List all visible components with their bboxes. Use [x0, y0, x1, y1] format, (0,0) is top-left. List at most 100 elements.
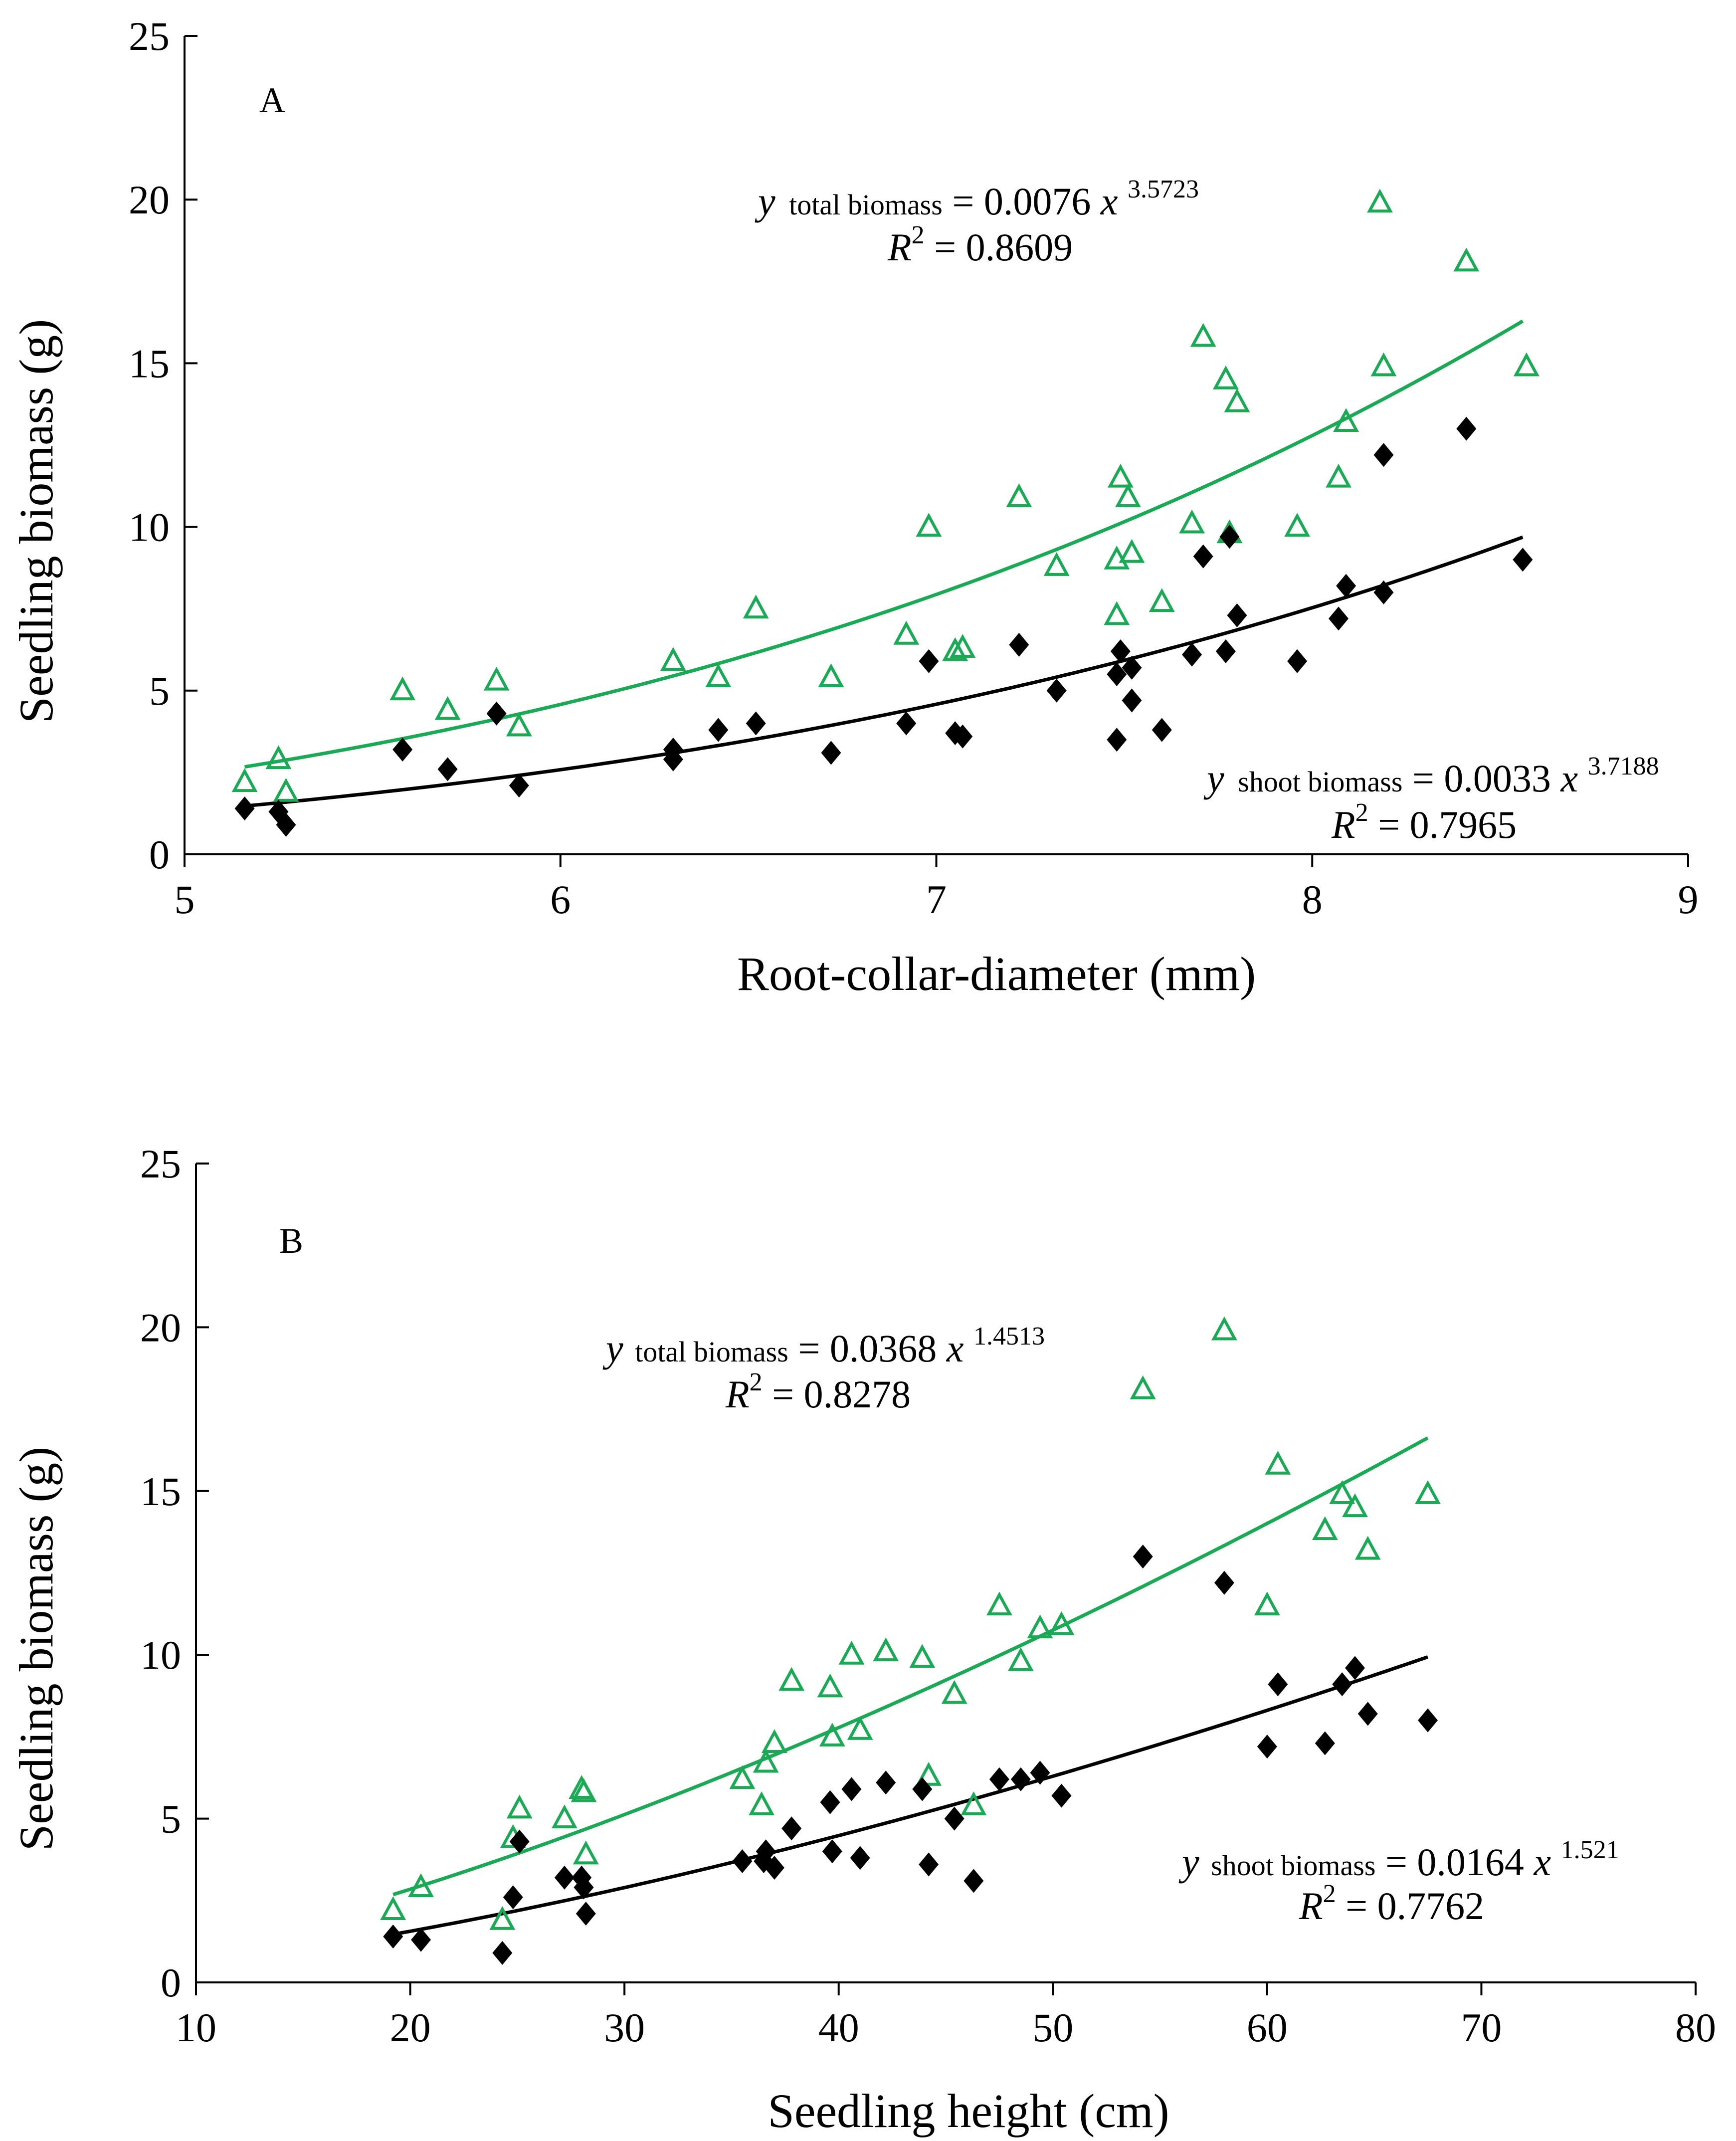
panel-b-y-tick-label: 25 — [140, 1141, 181, 1186]
panel-b-point-total-biomass — [916, 1761, 942, 1786]
panel-a-y-tick-label: 15 — [129, 341, 170, 386]
panel-b-point-total-biomass — [551, 1804, 578, 1829]
shoot-eq-exponent: 1.521 — [1561, 1836, 1619, 1864]
panel-a-point-shoot-biomass — [1107, 662, 1127, 686]
panel-b-point-total-biomass — [778, 1667, 805, 1691]
panel-b-point-shoot-biomass — [732, 1849, 753, 1873]
panel-a-point-total-biomass — [916, 513, 942, 537]
panel-b-y-tick-label: 10 — [140, 1632, 181, 1678]
panel-a-point-shoot-biomass — [1219, 525, 1240, 549]
panel-a-point-total-biomass — [434, 696, 461, 720]
panel-b-point-total-biomass — [380, 1896, 406, 1921]
panel-b-point-total-biomass — [1342, 1493, 1368, 1518]
panel-b-total-r2: R2 = 0.8278 — [725, 1368, 911, 1416]
panel-b-x-tick-label: 60 — [1247, 2005, 1288, 2050]
panel-b-point-shoot-biomass — [1257, 1735, 1277, 1759]
shoot-eq-y: y — [1178, 1840, 1199, 1884]
panel-b-point-shoot-biomass — [919, 1852, 939, 1877]
panel-a-point-total-biomass — [1115, 483, 1141, 508]
panel-a-point-shoot-biomass — [1227, 603, 1247, 627]
panel-a-point-total-biomass — [1224, 388, 1250, 412]
shoot-eq-subscript: shoot biomass — [1238, 766, 1402, 798]
panel-b-x-tick-label: 30 — [604, 2005, 645, 2050]
total-r2-label: R — [887, 225, 912, 269]
panel-b-plot-area: 0 5 10 15 20 25 10 20 30 40 50 60 70 80 — [140, 1141, 1716, 2050]
panel-a-point-total-biomass — [1370, 352, 1397, 377]
panel-b-point-total-biomass — [1329, 1480, 1355, 1504]
panel-a-point-shoot-biomass — [392, 737, 413, 762]
panel-b-point-total-biomass — [961, 1791, 987, 1815]
panel-a-x-tick-label: 9 — [1678, 877, 1699, 922]
panel-a-point-total-biomass — [1179, 509, 1205, 534]
panel-a-point-total-biomass — [1107, 463, 1134, 488]
panel-a-point-total-biomass — [1190, 323, 1216, 347]
panel-a-point-total-biomass — [389, 676, 416, 701]
panel-a-point-total-biomass — [1212, 365, 1239, 389]
panel-b-y-tick-label: 20 — [140, 1305, 181, 1350]
panel-a-point-total-biomass — [1513, 352, 1540, 377]
panel-a-shoot-r2: R2 = 0.7965 — [1331, 798, 1517, 846]
panel-b-point-total-biomass — [1415, 1480, 1441, 1504]
total-eq-coefficient: = 0.0368 — [798, 1327, 937, 1370]
panel-b-point-total-biomass — [573, 1840, 599, 1865]
shoot-r2-value: = 0.7762 — [1336, 1884, 1485, 1928]
panel-b-x-tick-label: 20 — [390, 2005, 431, 2050]
panel-a-shoot-equation: y shoot biomass = 0.0033 x 3.7188 — [1203, 752, 1659, 800]
panel-a-point-shoot-biomass — [708, 718, 729, 742]
panel-b-point-shoot-biomass — [1214, 1570, 1234, 1595]
shoot-eq-coefficient: = 0.0164 — [1385, 1840, 1524, 1884]
panel-a-point-shoot-biomass — [1182, 642, 1202, 667]
panel-b-point-shoot-biomass — [1133, 1545, 1153, 1569]
panel-b-point-total-biomass — [909, 1644, 936, 1668]
panel-b-point-total-biomass — [1130, 1375, 1156, 1399]
panel-a-y-axis-title: Seedling biomass (g) — [9, 319, 63, 724]
panel-a-x-tick-label: 6 — [550, 877, 571, 922]
total-r2-label: R — [725, 1372, 750, 1416]
panel-b-point-shoot-biomass — [1268, 1672, 1288, 1697]
panel-b-point-total-biomass — [1027, 1614, 1053, 1639]
panel-b-point-shoot-biomass — [989, 1767, 1009, 1791]
panel-b-point-total-biomass — [847, 1716, 873, 1740]
panel-b-x-tick-label: 70 — [1461, 2005, 1502, 2050]
total-eq-y: y — [755, 180, 775, 223]
panel-b-point-total-biomass — [1048, 1611, 1075, 1635]
panel-a-point-shoot-biomass — [1107, 728, 1127, 752]
panel-b-point-total-biomass — [838, 1640, 865, 1665]
total-eq-coefficient: = 0.0076 — [952, 180, 1091, 223]
panel-a-point-total-biomass — [1366, 189, 1393, 213]
panel-b-point-total-biomass — [489, 1906, 516, 1930]
total-r2-value: = 0.8609 — [925, 225, 1073, 269]
panel-a-point-shoot-biomass — [486, 701, 507, 726]
panel-b-point-shoot-biomass — [876, 1770, 896, 1795]
panel-b-point-shoot-biomass — [1030, 1760, 1050, 1785]
panel-b-x-tick-label: 10 — [176, 2005, 216, 2050]
panel-a-x-axis-title: Root-collar-diameter (mm) — [737, 947, 1256, 1000]
panel-a-point-total-biomass — [1104, 601, 1130, 625]
shoot-eq-x: x — [1560, 757, 1578, 800]
panel-a-point-total-biomass — [743, 594, 769, 619]
shoot-r2-value: = 0.7965 — [1368, 803, 1517, 846]
panel-b-point-total-biomass — [506, 1794, 533, 1819]
panel-b-x-axis-title: Seedling height (cm) — [768, 2084, 1169, 2138]
panel-b-point-shoot-biomass — [574, 1875, 594, 1900]
panel-a-point-total-biomass — [231, 768, 258, 792]
panel-a-point-shoot-biomass — [919, 649, 939, 673]
panel-b-point-shoot-biomass — [1315, 1731, 1335, 1755]
panel-a-point-total-biomass — [1284, 513, 1311, 537]
panel-a-point-shoot-biomass — [1122, 688, 1142, 713]
panel-a-point-total-biomass — [705, 663, 732, 688]
panel-a-fit-total-biomass — [244, 319, 1524, 769]
panel-a-point-shoot-biomass — [437, 757, 458, 781]
panel-a-point-total-biomass — [506, 712, 532, 737]
total-eq-y: y — [602, 1327, 623, 1370]
panel-b-point-shoot-biomass — [764, 1856, 784, 1880]
panel-b-point-total-biomass — [761, 1729, 787, 1753]
panel-b-total-equation: y total biomass = 0.0368 x 1.4513 — [602, 1322, 1045, 1370]
panel-a-point-shoot-biomass — [1513, 548, 1533, 572]
shoot-eq-y: y — [1203, 757, 1224, 800]
panel-a-total-equation: y total biomass = 0.0076 x 3.5723 — [755, 175, 1199, 223]
panel-b-point-shoot-biomass — [411, 1928, 431, 1952]
panel-a-x-tick-label: 8 — [1302, 877, 1323, 922]
panel-a-point-total-biomass — [818, 663, 844, 688]
